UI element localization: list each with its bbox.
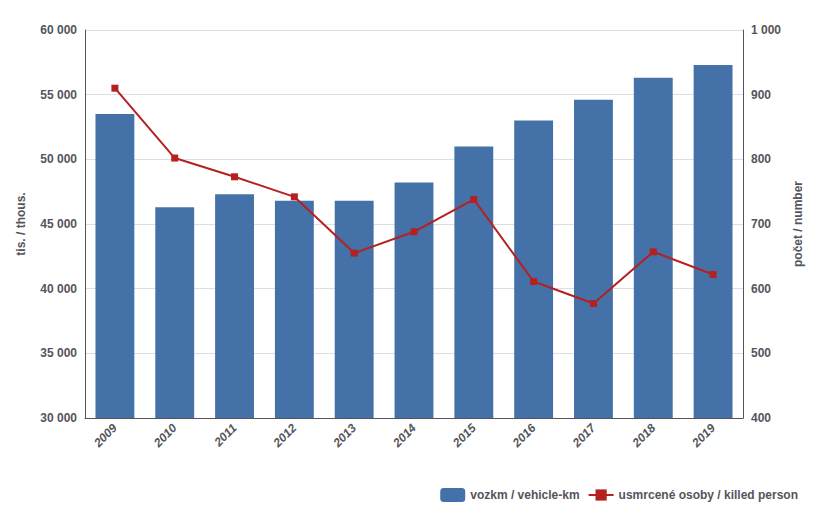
svg-text:2009: 2009 xyxy=(90,421,120,451)
svg-text:40 000: 40 000 xyxy=(40,282,77,296)
svg-text:2014: 2014 xyxy=(389,421,419,451)
svg-text:60 000: 60 000 xyxy=(40,23,77,37)
svg-text:1 000: 1 000 xyxy=(751,23,781,37)
svg-text:vozkm / vehicle-km: vozkm / vehicle-km xyxy=(470,488,579,502)
svg-text:2017: 2017 xyxy=(569,420,599,450)
svg-text:2013: 2013 xyxy=(330,421,360,451)
svg-text:55 000: 55 000 xyxy=(40,88,77,102)
svg-text:50 000: 50 000 xyxy=(40,152,77,166)
svg-text:800: 800 xyxy=(751,152,771,166)
svg-text:tis. / thous.: tis. / thous. xyxy=(14,192,28,255)
svg-text:2012: 2012 xyxy=(270,421,300,451)
svg-text:2011: 2011 xyxy=(211,421,240,450)
svg-text:500: 500 xyxy=(751,346,771,360)
svg-text:400: 400 xyxy=(751,411,771,425)
svg-text:600: 600 xyxy=(751,282,771,296)
svg-text:2016: 2016 xyxy=(509,421,539,451)
svg-text:počet / number: počet / number xyxy=(791,181,805,267)
svg-text:2018: 2018 xyxy=(629,421,659,451)
svg-text:900: 900 xyxy=(751,88,771,102)
svg-text:35 000: 35 000 xyxy=(40,346,77,360)
svg-text:30 000: 30 000 xyxy=(40,411,77,425)
svg-text:2019: 2019 xyxy=(689,421,719,451)
svg-text:usmrcené osoby / killed person: usmrcené osoby / killed person xyxy=(619,488,798,502)
svg-text:700: 700 xyxy=(751,217,771,231)
svg-text:2015: 2015 xyxy=(449,421,479,451)
svg-text:45 000: 45 000 xyxy=(40,217,77,231)
svg-text:2010: 2010 xyxy=(150,421,180,451)
